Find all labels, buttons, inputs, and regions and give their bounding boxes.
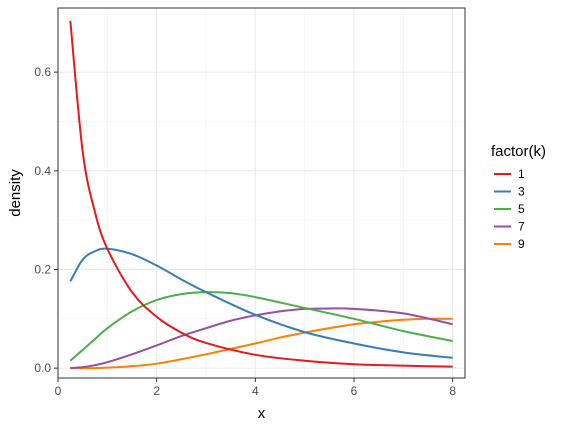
series-line-k3 (69, 247, 453, 359)
x-tick-label: 4 (252, 384, 259, 398)
legend-title: factor(k) (491, 143, 546, 160)
series-lines (69, 20, 453, 370)
series-line-k5 (69, 291, 453, 362)
legend: factor(k) 1 3 5 7 9 (491, 143, 546, 251)
legend-label-k1: 1 (518, 167, 525, 181)
x-tick-label: 0 (55, 384, 62, 398)
x-axis-title: x (258, 405, 266, 422)
x-tick-label: 2 (153, 384, 160, 398)
y-tick-label: 0.2 (34, 262, 51, 276)
y-tick-label: 0.0 (34, 361, 51, 375)
y-tick-label: 0.6 (34, 65, 51, 79)
series-line-k1 (69, 20, 453, 368)
x-tick-label: 6 (351, 384, 358, 398)
x-tick-label: 8 (449, 384, 456, 398)
legend-label-k3: 3 (518, 185, 525, 199)
legend-label-k9: 9 (518, 237, 525, 251)
legend-label-k7: 7 (518, 220, 525, 234)
legend-label-k5: 5 (518, 202, 525, 216)
y-tick-label: 0.4 (34, 164, 51, 178)
series-line-k7 (70, 307, 453, 370)
series-line-k9 (70, 317, 453, 370)
panel-border (57, 7, 466, 379)
y-axis-title: density (7, 169, 24, 217)
axes: 0 2 4 6 8 0.0 0.2 0.4 0.6 (34, 65, 456, 398)
